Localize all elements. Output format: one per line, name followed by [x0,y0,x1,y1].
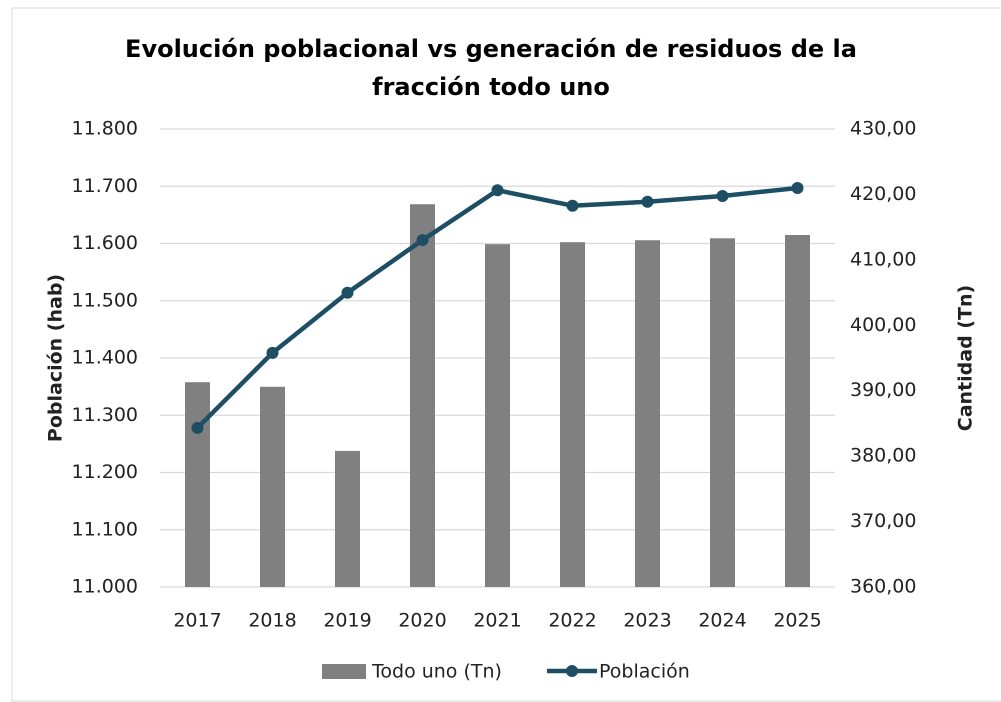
bar [710,238,735,587]
x-tick-label: 2018 [248,610,296,632]
bar [260,386,285,587]
y-tick-label: 11.100 [72,518,138,540]
y-tick-label: 11.800 [72,118,138,140]
line-marker [566,199,579,212]
bar [410,204,435,587]
y-tick-label: 11.600 [72,232,138,254]
bar [185,382,210,587]
legend-label: Población [599,661,690,683]
y2-tick-label: 360,00 [850,576,916,598]
legend-label: Todo uno (Tn) [371,661,502,683]
x-tick-label: 2025 [773,610,821,632]
x-tick-label: 2019 [323,610,371,632]
y-axis-label: Población (hab) [45,274,67,442]
y2-tick-label: 400,00 [850,314,916,336]
chart-frame [11,7,1001,702]
line-marker [641,195,654,208]
y-tick-label: 11.000 [72,576,138,598]
line-marker [266,346,279,359]
y-tick-label: 11.400 [72,347,138,369]
bar [785,234,810,587]
bar [635,240,660,587]
y-tick-label: 11.300 [72,404,138,426]
line-marker [341,286,354,299]
x-tick-label: 2023 [623,610,671,632]
x-tick-label: 2021 [473,610,521,632]
y-tick-label: 11.500 [72,289,138,311]
y2-tick-label: 380,00 [850,445,916,467]
y2-tick-label: 370,00 [850,510,916,532]
line-marker [191,421,204,434]
legend-swatch-marker [566,665,578,677]
y2-tick-label: 410,00 [850,248,916,270]
y-tick-label: 11.700 [72,175,138,197]
x-tick-label: 2020 [398,610,446,632]
bar [560,242,585,588]
line-marker [716,189,729,202]
bar [485,244,510,587]
chart-title: Evolución poblacional vs generación de r… [125,35,857,101]
x-tick-label: 2017 [173,610,221,632]
line-marker [491,184,504,197]
y2-axis-label: Cantidad (Tn) [955,285,977,431]
y2-tick-label: 430,00 [850,118,916,140]
line-marker [791,181,804,194]
x-tick-label: 2024 [698,610,746,632]
y2-tick-label: 390,00 [850,379,916,401]
x-tick-label: 2022 [548,610,596,632]
legend-swatch [322,664,366,679]
bar [335,450,360,587]
y-tick-label: 11.200 [72,461,138,483]
line-marker [416,234,429,247]
y2-tick-label: 420,00 [850,183,916,205]
